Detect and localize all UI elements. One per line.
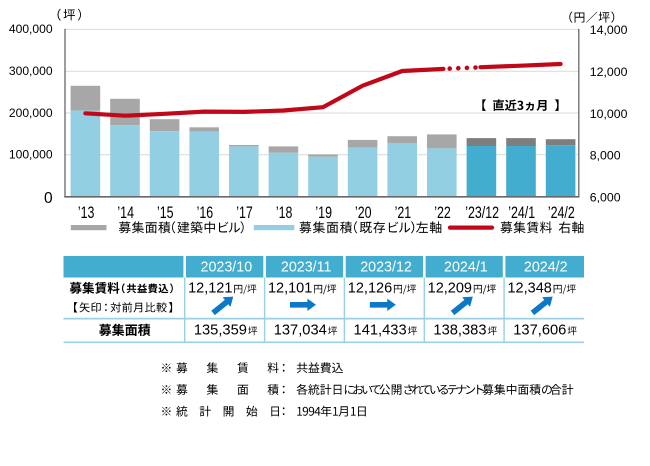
svg-text:2024/2: 2024/2 (524, 260, 568, 276)
svg-text:2023/10: 2023/10 (201, 260, 253, 276)
svg-text:’24/2: ’24/2 (548, 204, 575, 222)
svg-text:’24/1: ’24/1 (508, 204, 535, 222)
svg-text:’15: ’15 (157, 204, 174, 222)
svg-text:’21: ’21 (395, 204, 412, 222)
svg-text:2023/11: 2023/11 (281, 260, 332, 276)
svg-text:’20: ’20 (355, 204, 372, 222)
svg-text:138,383: 138,383 (433, 323, 486, 339)
svg-text:12,209: 12,209 (428, 281, 472, 297)
svg-text:’19: ’19 (315, 204, 332, 222)
svg-text:’13: ’13 (78, 204, 95, 222)
svg-text:’23/12: ’23/12 (465, 204, 499, 222)
svg-text:135,359: 135,359 (194, 323, 247, 339)
svg-text:12,126: 12,126 (348, 281, 392, 297)
svg-text:200,000: 200,000 (9, 106, 53, 120)
svg-text:300,000: 300,000 (9, 64, 53, 78)
svg-text:10,000: 10,000 (590, 107, 628, 121)
svg-text:137,034: 137,034 (274, 323, 327, 339)
svg-text:12,121: 12,121 (188, 281, 232, 297)
svg-text:12,101: 12,101 (268, 281, 312, 297)
svg-text:2023/12: 2023/12 (360, 260, 412, 276)
svg-text:12,348: 12,348 (507, 281, 551, 297)
svg-text:’22: ’22 (434, 204, 451, 222)
svg-text:12,000: 12,000 (590, 65, 628, 79)
svg-text:’17: ’17 (236, 204, 253, 222)
svg-text:2024/1: 2024/1 (444, 260, 488, 276)
svg-text:’14: ’14 (117, 204, 134, 222)
svg-text:137,606: 137,606 (513, 323, 566, 339)
svg-text:’16: ’16 (197, 204, 214, 222)
svg-text:0: 0 (44, 190, 53, 207)
svg-text:100,000: 100,000 (9, 148, 53, 162)
svg-text:6,000: 6,000 (590, 190, 621, 204)
svg-text:141,433: 141,433 (354, 323, 407, 339)
svg-text:’18: ’18 (276, 204, 293, 222)
svg-text:14,000: 14,000 (590, 23, 628, 37)
svg-text:400,000: 400,000 (9, 22, 53, 36)
svg-text:8,000: 8,000 (590, 149, 621, 163)
